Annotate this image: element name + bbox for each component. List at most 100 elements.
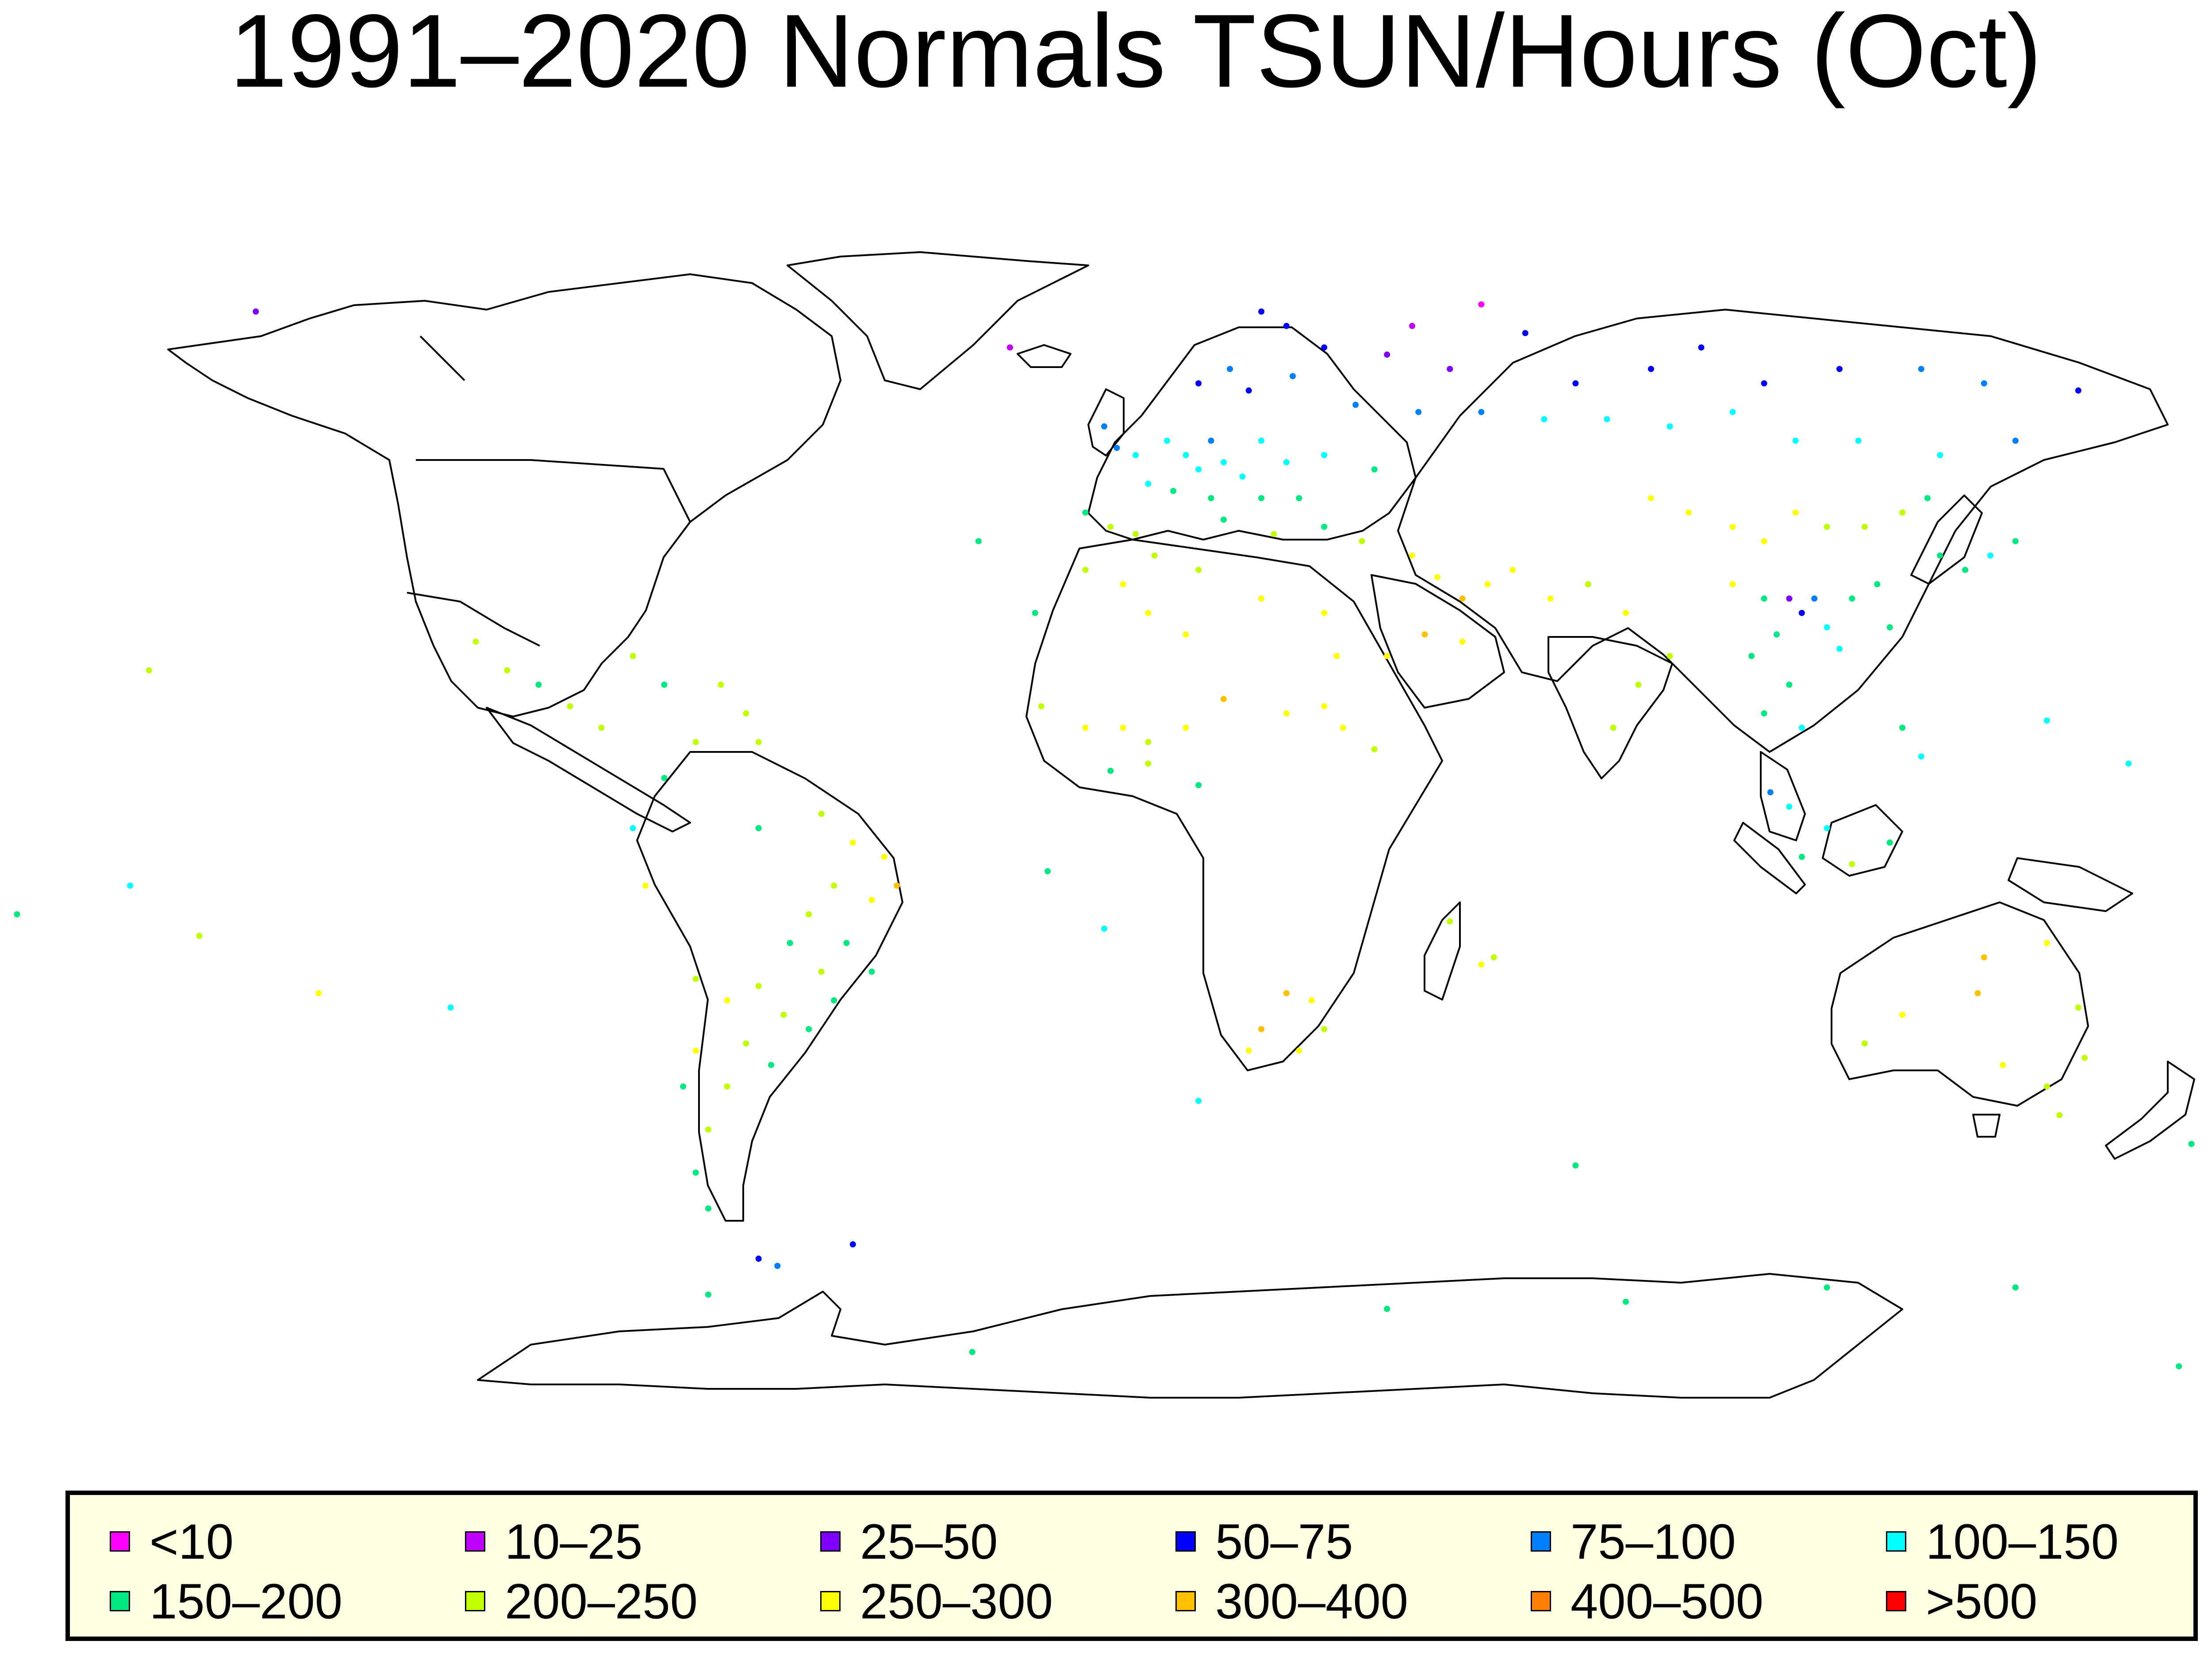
legend-label: 200–250 <box>505 1574 698 1629</box>
station-marker <box>743 710 749 717</box>
station-marker <box>2043 1083 2050 1090</box>
station-marker <box>1459 595 1466 602</box>
station-marker <box>1623 610 1629 616</box>
station-marker <box>1478 961 1485 968</box>
iceland-outline <box>1017 344 1071 368</box>
station-marker <box>1245 1047 1252 1054</box>
station-marker <box>2043 940 2050 946</box>
station-marker <box>969 1349 975 1355</box>
station-marker <box>1824 825 1830 832</box>
station-marker <box>1371 466 1378 473</box>
new-zealand-outline <box>2105 1061 2195 1160</box>
legend-item: 25–50 <box>820 1517 1130 1570</box>
station-marker <box>1729 581 1736 587</box>
station-marker <box>724 997 730 1004</box>
station-marker <box>1774 631 1780 638</box>
station-marker <box>1974 990 1981 997</box>
legend-label: 250–300 <box>860 1574 1053 1629</box>
legend-label: 100–150 <box>1926 1514 2119 1569</box>
station-marker <box>1101 925 1107 932</box>
station-marker <box>1585 581 1591 587</box>
station-marker <box>1798 854 1805 860</box>
station-marker <box>1918 366 1924 372</box>
station-marker <box>1861 524 1868 530</box>
legend-swatch <box>1886 1531 1906 1552</box>
station-marker <box>1082 724 1089 731</box>
station-marker <box>1340 724 1346 731</box>
station-marker <box>1798 724 1805 731</box>
station-marker <box>1283 322 1290 329</box>
new-guinea-outline <box>2008 857 2133 912</box>
station-marker <box>447 1004 454 1011</box>
station-marker <box>1082 567 1089 573</box>
station-marker <box>2012 1284 2019 1291</box>
station-marker <box>1824 524 1830 530</box>
legend-label: >500 <box>1926 1574 2038 1629</box>
station-marker <box>1987 552 1993 559</box>
station-marker <box>1786 803 1793 810</box>
station-marker <box>1258 1026 1265 1032</box>
asia-outline <box>1397 309 2169 753</box>
legend-swatch <box>110 1531 130 1552</box>
legend-label: 50–75 <box>1215 1514 1353 1569</box>
station-marker <box>1384 351 1390 358</box>
station-marker <box>1133 452 1139 458</box>
station-marker <box>1145 760 1152 767</box>
station-marker <box>1045 868 1051 874</box>
legend-label: <10 <box>150 1514 234 1569</box>
station-marker <box>768 1062 775 1068</box>
station-marker <box>630 825 636 832</box>
station-marker <box>1647 366 1654 372</box>
station-marker <box>1101 423 1107 429</box>
station-marker <box>1195 782 1202 789</box>
station-marker <box>1610 724 1617 731</box>
station-marker <box>1296 1047 1302 1054</box>
station-marker <box>1032 610 1038 616</box>
station-marker <box>1120 724 1126 731</box>
station-marker <box>1371 746 1378 752</box>
legend-label: 400–500 <box>1571 1574 1764 1629</box>
station-marker <box>1283 710 1290 717</box>
station-marker <box>1478 409 1485 415</box>
station-marker <box>1434 574 1440 580</box>
station-marker <box>1283 459 1290 466</box>
station-marker <box>1861 1040 1868 1047</box>
station-marker <box>1421 631 1428 638</box>
japan-outline <box>1910 494 1983 585</box>
station-marker <box>680 1083 687 1090</box>
station-marker <box>2043 717 2050 724</box>
station-marker <box>1729 409 1736 415</box>
station-marker <box>755 1255 762 1262</box>
station-marker <box>1786 595 1793 602</box>
station-marker <box>1478 301 1485 308</box>
station-marker <box>1447 366 1453 372</box>
station-marker <box>1623 1299 1629 1305</box>
station-marker <box>1836 645 1843 652</box>
station-marker <box>1855 437 1862 444</box>
station-marker <box>692 1047 699 1054</box>
station-marker <box>642 882 649 889</box>
coastlines <box>167 251 2195 1399</box>
station-marker <box>1145 739 1152 745</box>
station-marker <box>1107 767 1114 774</box>
station-marker <box>1447 918 1453 925</box>
station-marker <box>1899 724 1906 731</box>
station-marker <box>1245 387 1252 394</box>
station-marker <box>1824 624 1830 631</box>
legend-item: 50–75 <box>1175 1517 1485 1570</box>
station-marker <box>253 308 259 315</box>
station-marker <box>1667 423 1673 429</box>
station-marker <box>705 1291 711 1298</box>
station-marker <box>1415 409 1422 415</box>
station-marker <box>1647 495 1654 502</box>
station-marker <box>2125 760 2132 767</box>
station-marker <box>755 983 762 989</box>
central-america-outline <box>486 707 691 832</box>
station-marker <box>1937 452 1943 458</box>
station-marker <box>1686 509 1692 516</box>
station-marker <box>1183 724 1189 731</box>
australia-outline <box>1831 901 2089 1107</box>
station-marker <box>1164 437 1170 444</box>
station-marker <box>1352 402 1359 408</box>
station-marker <box>1006 344 1013 351</box>
